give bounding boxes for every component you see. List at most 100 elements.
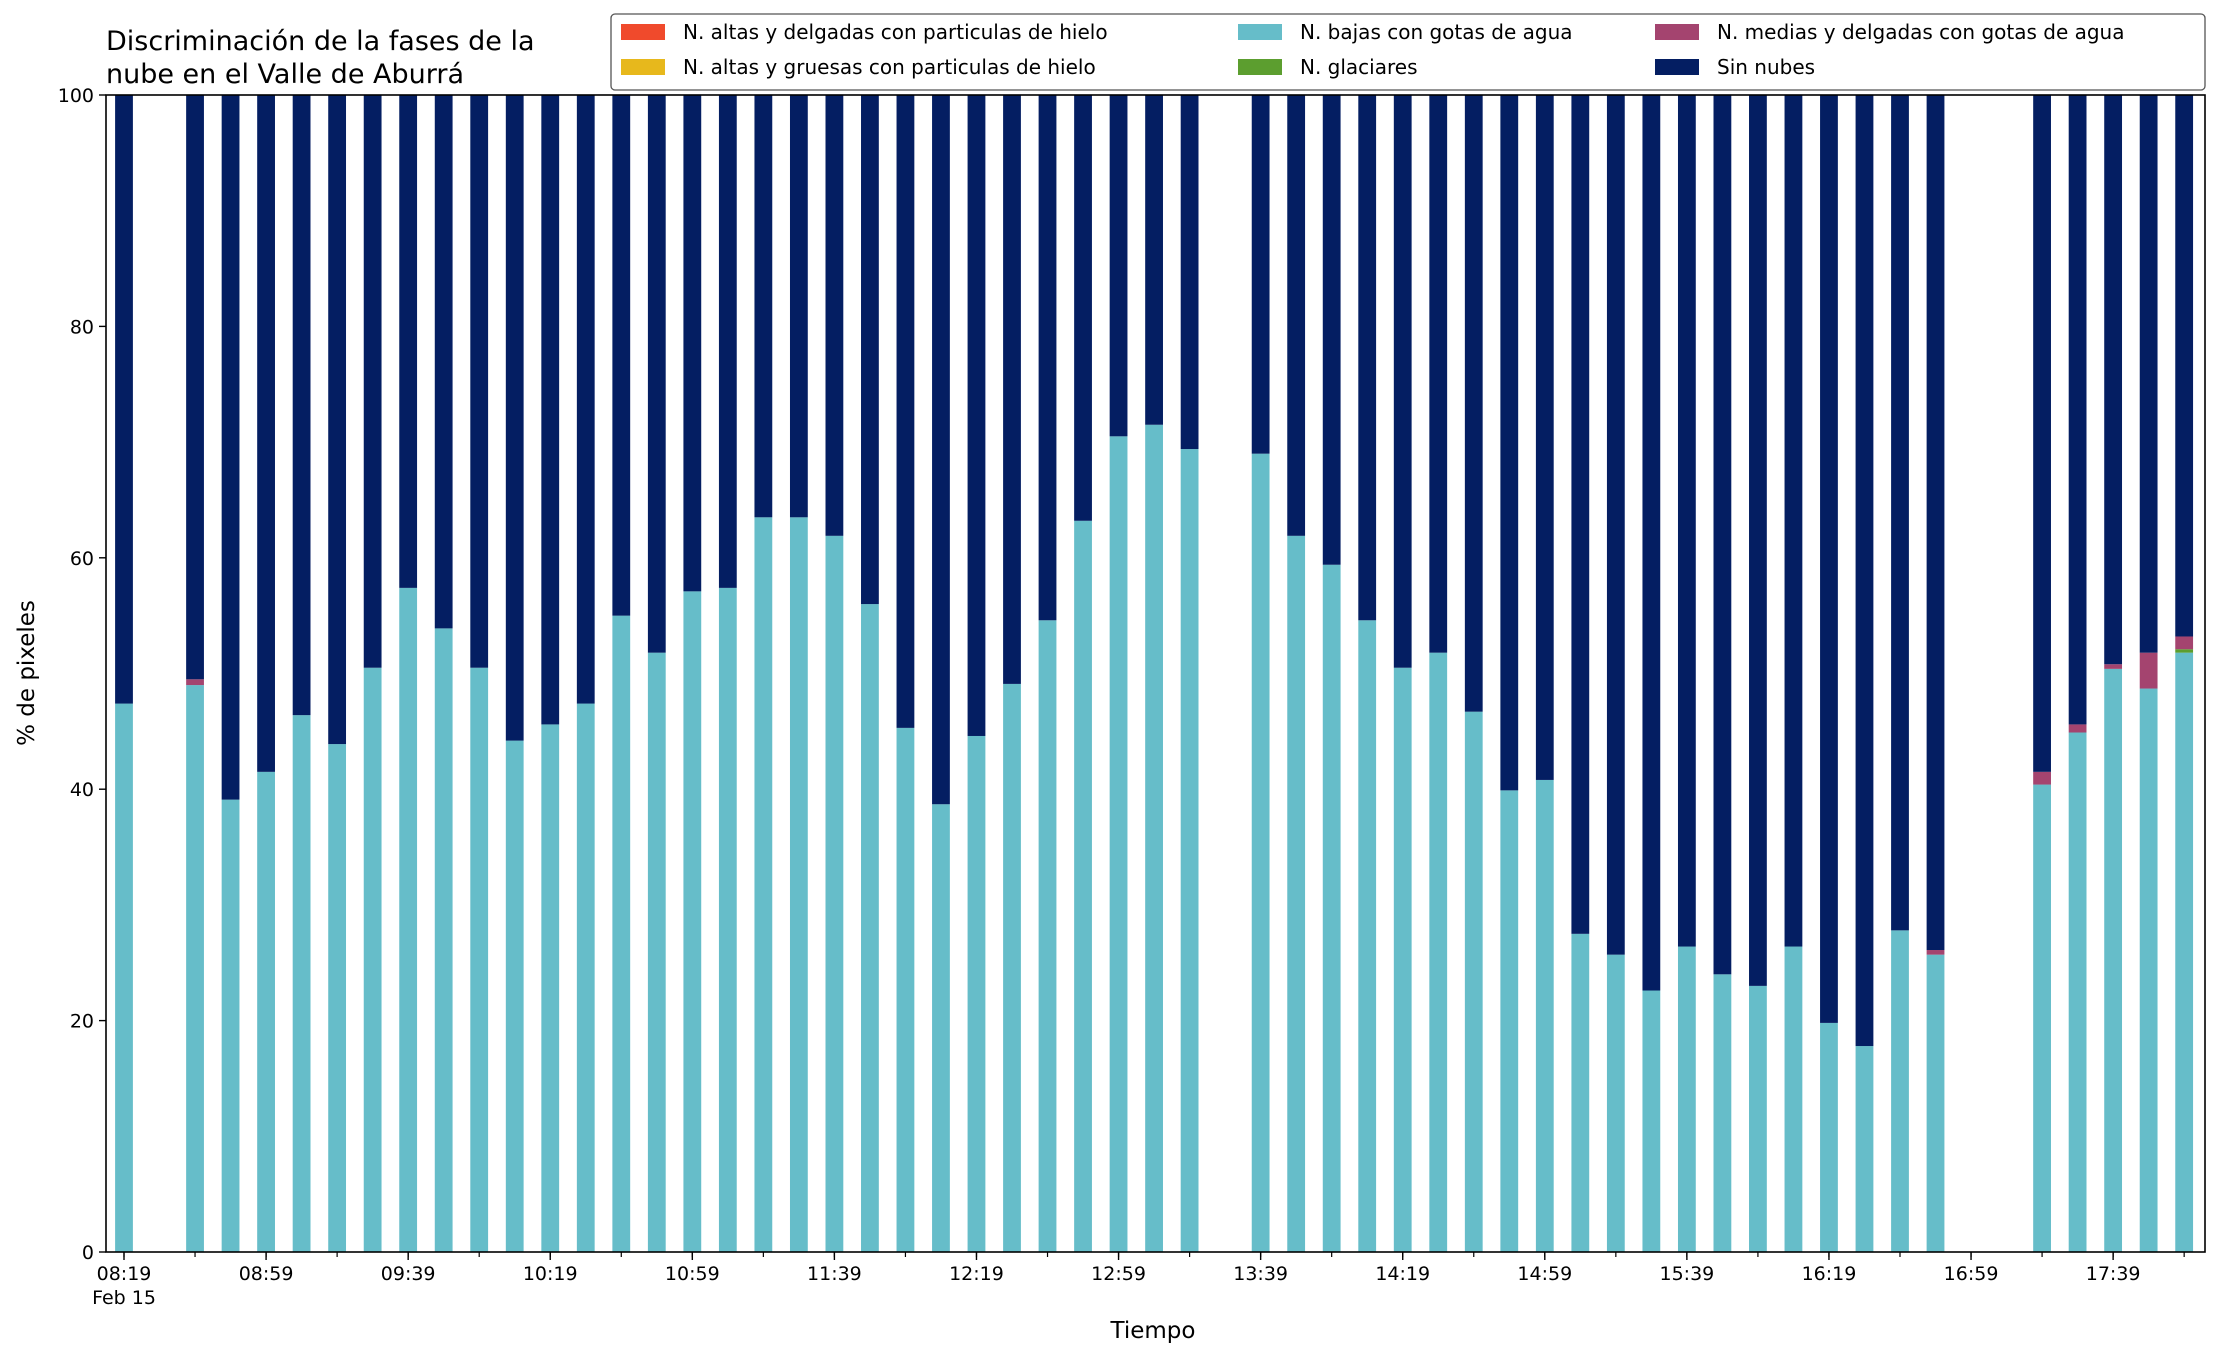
bar-segment-2-44 [1678, 947, 1696, 1252]
legend-label: N. glaciares [1300, 55, 1418, 79]
legend-label: N. medias y delgadas con gotas de agua [1717, 20, 2125, 44]
bar-segment-2-30 [1181, 449, 1199, 1252]
bar-segment-5-4 [257, 95, 275, 772]
bar-segment-2-26 [1039, 620, 1057, 1252]
y-axis-label: % de pixeles [14, 600, 40, 746]
bar-segment-5-28 [1110, 95, 1128, 436]
bar-segment-4-51 [1927, 950, 1945, 955]
bar-segment-2-49 [1856, 1046, 1874, 1252]
bar-segment-4-2 [186, 679, 204, 685]
x-tick-label: 10:19 [523, 1263, 578, 1285]
bar-segment-5-33 [1287, 95, 1305, 536]
chart-container: 0 20 40 60 80 100 08:19 Feb 15 08:59 09:39 10:19 1… [0, 0, 2216, 1355]
bar-segment-2-21 [861, 604, 879, 1252]
bar-segment-2-14 [612, 616, 630, 1252]
bar-segment-2-5 [293, 715, 311, 1252]
bar-segment-2-23 [932, 804, 950, 1252]
bar-segment-5-5 [293, 95, 311, 715]
bar-segment-5-25 [1003, 95, 1021, 684]
bar-segment-5-44 [1678, 95, 1696, 947]
bar-segment-4-54 [2033, 772, 2051, 785]
x-tick-label: 17:39 [2086, 1263, 2141, 1285]
bar-segment-2-54 [2033, 785, 2051, 1252]
bar-segment-5-57 [2140, 95, 2158, 653]
bar-segment-2-28 [1110, 436, 1128, 1252]
bar-segment-5-40 [1536, 95, 1554, 780]
bar-segment-2-32 [1252, 454, 1270, 1252]
bar-segment-2-3 [222, 800, 240, 1252]
bar-segment-2-20 [826, 536, 844, 1252]
legend-label: Sin nubes [1717, 55, 1815, 79]
bar-segment-5-48 [1820, 95, 1838, 1023]
bar-segment-2-24 [968, 736, 986, 1252]
bar-segment-2-46 [1749, 986, 1767, 1252]
bar-segment-2-17 [719, 588, 737, 1252]
bar-segment-5-36 [1394, 95, 1412, 668]
bar-segment-5-46 [1749, 95, 1767, 986]
y-tick-label: 60 [70, 548, 94, 570]
bar-segment-5-42 [1607, 95, 1625, 955]
bar-segment-5-2 [186, 95, 204, 679]
bar-segment-2-9 [435, 628, 453, 1252]
bar-segment-5-30 [1181, 95, 1199, 449]
bar-segment-5-11 [506, 95, 524, 741]
x-tick-label: 14:59 [1517, 1263, 1572, 1285]
x-tick-label: 11:39 [807, 1263, 862, 1285]
x-tick-label: 16:19 [1802, 1263, 1857, 1285]
bar-segment-2-39 [1500, 790, 1518, 1252]
bar-segment-5-27 [1074, 95, 1092, 521]
bar-segment-2-12 [541, 724, 559, 1252]
x-tick-label: 12:59 [1091, 1263, 1146, 1285]
bar-segment-5-21 [861, 95, 879, 604]
bar-segment-2-56 [2104, 669, 2122, 1252]
legend-swatch [621, 24, 665, 40]
bar-segment-2-38 [1465, 712, 1483, 1252]
legend-label: N. bajas con gotas de agua [1300, 20, 1573, 44]
bar-segment-2-41 [1571, 934, 1589, 1252]
bar-segment-5-3 [222, 95, 240, 800]
bar-segment-5-15 [648, 95, 666, 653]
bar-segment-2-36 [1394, 668, 1412, 1252]
bar-segment-5-29 [1145, 95, 1163, 425]
bar-segment-2-47 [1785, 947, 1803, 1252]
bar-segment-2-18 [754, 517, 772, 1252]
legend-swatch [1238, 59, 1282, 75]
bar-segment-5-7 [364, 95, 382, 668]
bar-segment-2-15 [648, 653, 666, 1252]
bar-segment-5-38 [1465, 95, 1483, 712]
x-tick-label: 14:19 [1375, 1263, 1430, 1285]
y-tick-label: 100 [58, 85, 94, 107]
bar-segment-4-55 [2069, 724, 2087, 732]
bar-segment-5-26 [1039, 95, 1057, 620]
legend: N. altas y delgadas con particulas de hi… [611, 14, 2205, 90]
bar-segment-2-33 [1287, 536, 1305, 1252]
bar-segment-2-11 [506, 741, 524, 1252]
bar-segment-5-18 [754, 95, 772, 517]
bar-segment-5-54 [2033, 95, 2051, 772]
x-axis-label: Tiempo [1110, 1318, 1196, 1344]
bar-segment-2-43 [1642, 991, 1660, 1252]
bar-segment-5-32 [1252, 95, 1270, 454]
bar-segment-5-19 [790, 95, 808, 517]
x-tick-label: 16:59 [1944, 1263, 1999, 1285]
bar-segment-5-41 [1571, 95, 1589, 934]
bar-segment-2-57 [2140, 689, 2158, 1252]
x-tick-label: 08:19 [97, 1263, 152, 1285]
legend-swatch [1238, 24, 1282, 40]
y-tick-label: 80 [70, 316, 94, 338]
x-tick-label: 15:39 [1659, 1263, 1714, 1285]
bar-segment-2-34 [1323, 565, 1341, 1252]
bar-segment-5-23 [932, 95, 950, 804]
bar-segment-5-8 [399, 95, 417, 588]
bar-segment-5-9 [435, 95, 453, 628]
chart-title-line-1: Discriminación de la fases de la [106, 26, 535, 57]
x-tick-label: 13:39 [1233, 1263, 1288, 1285]
bar-segment-2-13 [577, 704, 595, 1252]
bar-segment-2-10 [470, 668, 488, 1252]
bar-segment-2-19 [790, 517, 808, 1252]
bar-segment-2-22 [897, 728, 915, 1252]
bar-segment-2-48 [1820, 1023, 1838, 1252]
y-tick-label: 20 [70, 1011, 94, 1033]
bar-segment-2-40 [1536, 780, 1554, 1252]
bar-segment-5-35 [1358, 95, 1376, 620]
